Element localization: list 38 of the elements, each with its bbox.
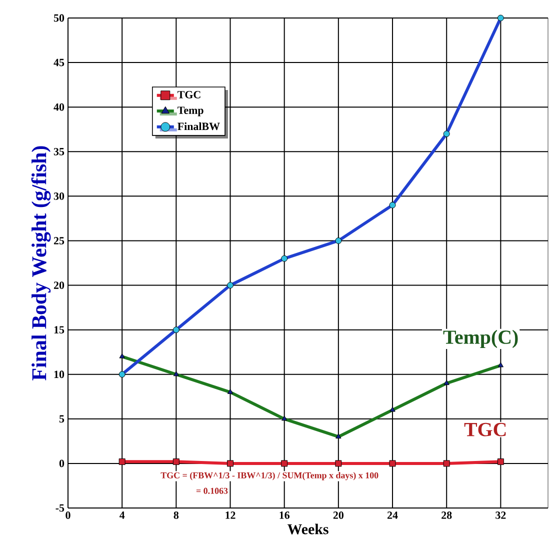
point xyxy=(118,458,126,465)
annotation: TGC xyxy=(464,422,506,436)
point xyxy=(335,460,342,467)
y-axis-title: Final Body Weight (g/fish) xyxy=(31,146,51,380)
point xyxy=(172,458,180,465)
y-tick-label: 30 xyxy=(54,192,64,200)
point xyxy=(281,460,288,467)
x-tick-label: 4 xyxy=(120,512,125,519)
x-tick-label: 8 xyxy=(174,512,179,519)
point xyxy=(443,460,450,467)
annotation: = 0.1063 xyxy=(196,488,228,494)
x-tick-label: 20 xyxy=(333,512,344,519)
point xyxy=(227,460,234,467)
y-tick-label: 35 xyxy=(54,148,64,156)
y-tick-label: 25 xyxy=(54,237,64,244)
x-tick-label: 32 xyxy=(496,512,506,519)
legend-label: FinalBW xyxy=(178,122,220,130)
y-tick-label: 45 xyxy=(54,58,64,66)
x-tick-label: 0 xyxy=(66,512,70,519)
y-tick-label: 10 xyxy=(54,370,64,378)
y-tick-label: 0 xyxy=(59,460,64,468)
x-tick-label: 28 xyxy=(442,512,452,519)
y-tick-label: -5 xyxy=(56,504,64,512)
legend-label: TGC xyxy=(178,90,200,98)
point xyxy=(497,458,504,465)
annotation: Temp(C) xyxy=(443,330,518,348)
y-tick-label: 15 xyxy=(54,326,64,334)
y-tick-label: 50 xyxy=(54,14,64,22)
y-tick-label: 20 xyxy=(54,282,64,289)
y-tick-label: 40 xyxy=(54,103,64,111)
y-tick-label: 5 xyxy=(59,415,64,423)
x-tick-label: 12 xyxy=(226,512,236,519)
x-tick-label: 24 xyxy=(387,512,398,519)
x-axis-title: Weeks xyxy=(287,524,328,534)
annotation: TGC = (FBW^1/3 - IBW^1/3) / SUM(Temp x days) x 100 xyxy=(160,472,378,480)
x-tick-label: 16 xyxy=(280,512,290,519)
legend-label: Temp xyxy=(178,106,204,116)
point xyxy=(389,460,396,467)
